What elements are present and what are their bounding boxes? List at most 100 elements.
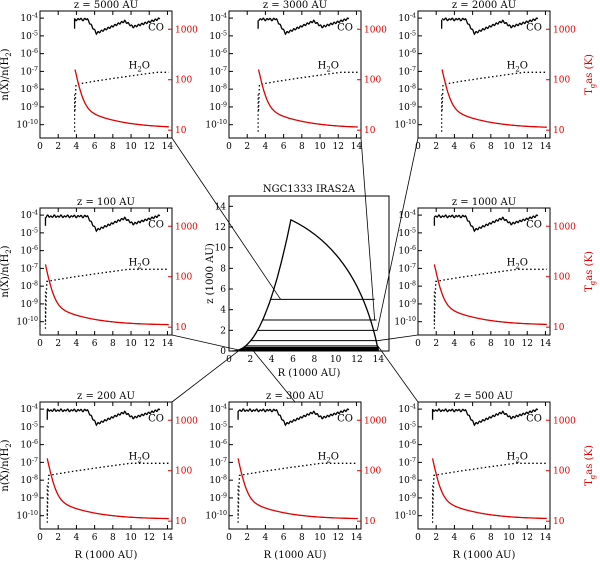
y-tick-label-z200: 10-8	[20, 475, 38, 487]
panel-z1000: z = 1000 AU 0 2 4 6 8 10 12 14 10-4 10-5 10-6 10-7 10…	[394, 197, 576, 349]
x-tick-label-z3000: 8	[299, 142, 305, 152]
x-tick-label-z1000: 4	[452, 339, 458, 349]
panel-z3000: z = 3000 AU 0 2 4 6 8 10 12 14 10-4 10-5 10-6 10-7 10…	[205, 0, 387, 152]
center-x-tick-label: 4	[269, 355, 275, 365]
temp-tick-label-z100: 100	[175, 273, 192, 283]
center-y-tick-label: 10	[215, 244, 227, 254]
x-tick-label-z300: 10	[314, 533, 326, 543]
y-tick-label-z500: 10-5	[398, 421, 416, 433]
x-axis-label: R (1000 AU)	[453, 550, 516, 561]
center-x-tick-label: 6	[290, 355, 296, 365]
h2o-line-z5000	[74, 71, 169, 111]
y-tick-label-z2000: 10-4	[398, 13, 416, 25]
x-tick-label-z200: 8	[110, 533, 116, 543]
y-tick-label-z100: 10-7	[20, 263, 38, 275]
y-tick-label-z2000: 10-8	[398, 84, 416, 96]
h2o-line-z100	[44, 268, 169, 322]
label-co-z300: CO	[337, 414, 353, 425]
temp-tick-label-z3000: 1000	[364, 25, 387, 35]
y-tick-label-z500: 10-8	[398, 475, 416, 487]
x-tick-label-z500: 8	[488, 533, 494, 543]
y-tick-label-z5000: 10-6	[20, 48, 38, 60]
leader-z5000	[171, 137, 281, 300]
h2o-line-z1000	[433, 268, 547, 322]
y-tick-label-z100: 10-4	[20, 210, 38, 222]
y-tick-label-z5000: 10-7	[20, 66, 38, 78]
x-tick-label-z500: 10	[503, 533, 515, 543]
x-tick-label-z5000: 8	[110, 142, 116, 152]
y-tick-label-z2000: 10-7	[398, 66, 416, 78]
x-tick-label-z200: 2	[55, 533, 61, 543]
x-tick-label-z300: 0	[226, 533, 232, 543]
center-y-label: z (1000 AU)	[205, 243, 216, 304]
label-h2o-z500: H2O	[507, 452, 528, 465]
x-tick-label-z5000: 14	[162, 142, 174, 152]
x-axis-label: R (1000 AU)	[264, 550, 327, 561]
y-tick-label-z5000: 10-5	[20, 30, 38, 42]
panel-frame-z300	[228, 401, 362, 530]
y-tick-label-z100: 10-8	[20, 281, 38, 293]
panel-frame-z1000	[417, 207, 551, 336]
x-tick-label-z3000: 12	[333, 142, 344, 152]
y-right-label: Tgas (K)	[584, 251, 597, 292]
x-tick-label-z1000: 14	[540, 339, 552, 349]
label-co-z500: CO	[526, 414, 542, 425]
x-tick-label-z300: 2	[244, 533, 250, 543]
co-line-z3000	[258, 17, 350, 36]
x-tick-label-z300: 14	[351, 533, 363, 543]
y-tick-label-z200: 10-5	[20, 421, 38, 433]
x-tick-label-z2000: 12	[522, 142, 533, 152]
x-tick-label-z200: 6	[92, 533, 98, 543]
y-tick-label-z100: 10-5	[20, 227, 38, 239]
x-tick-label-z500: 12	[522, 533, 533, 543]
temp-tick-label-z100: 10	[175, 323, 187, 333]
panel-frame-z500	[417, 401, 551, 530]
x-tick-label-z5000: 12	[144, 142, 155, 152]
temp-line-z500	[431, 458, 547, 520]
x-tick-label-z3000: 2	[244, 142, 250, 152]
panel-z100: z = 100 AU 0 2 4 6 8 10 12 14 10-4 10-5 10-6 10-7 10-…	[16, 197, 198, 349]
panel-z200: z = 200 AU 0 2 4 6 8 10 12 14 10-4 10-5 10-6 10-7 10-…	[16, 391, 198, 543]
y-tick-label-z1000: 10-9	[398, 298, 416, 310]
x-tick-label-z5000: 0	[37, 142, 43, 152]
leader-z3000	[360, 137, 376, 321]
x-tick-label-z2000: 14	[540, 142, 552, 152]
label-h2o-z200: H2O	[129, 452, 150, 465]
y-tick-label-z3000: 10-9	[209, 101, 227, 113]
center-y-tick-label: 14	[215, 202, 227, 212]
y-tick-label-z300: 10-10	[205, 510, 227, 522]
temp-tick-label-z300: 10	[364, 517, 376, 527]
temp-line-z1000	[433, 264, 547, 326]
center-x-tick-label: 12	[351, 355, 362, 365]
label-h2o-z2000: H2O	[507, 61, 528, 74]
panel-title-z300: z = 300 AU	[266, 391, 324, 402]
x-tick-label-z1000: 10	[503, 339, 515, 349]
label-co-z5000: CO	[148, 23, 164, 34]
y-tick-label-z200: 10-4	[20, 404, 38, 416]
y-tick-label-z200: 10-10	[16, 510, 38, 522]
x-tick-label-z1000: 2	[433, 339, 439, 349]
temp-tick-label-z5000: 10	[175, 126, 187, 136]
temp-tick-label-z300: 100	[364, 467, 381, 477]
y-tick-label-z3000: 10-8	[209, 84, 227, 96]
label-co-z3000: CO	[337, 23, 353, 34]
y-tick-label-z1000: 10-7	[398, 263, 416, 275]
temp-tick-label-z2000: 10	[553, 126, 565, 136]
x-tick-label-z500: 6	[470, 533, 476, 543]
y-tick-label-z500: 10-6	[398, 439, 416, 451]
y-tick-label-z5000: 10-10	[16, 119, 38, 131]
center-frame	[228, 195, 390, 352]
y-tick-label-z300: 10-7	[209, 457, 227, 469]
temp-tick-label-z500: 1000	[553, 416, 576, 426]
co-line-z300	[237, 408, 350, 427]
x-tick-label-z200: 10	[125, 533, 137, 543]
x-tick-label-z5000: 10	[125, 142, 137, 152]
label-co-z200: CO	[148, 414, 164, 425]
x-tick-label-z3000: 0	[226, 142, 232, 152]
panel-title-z5000: z = 5000 AU	[74, 0, 138, 11]
y-tick-label-z100: 10-10	[16, 316, 38, 328]
y-tick-label-z1000: 10-6	[398, 245, 416, 257]
label-h2o-z1000: H2O	[507, 258, 528, 271]
panel-title-z100: z = 100 AU	[77, 197, 135, 208]
temp-tick-label-z200: 100	[175, 467, 192, 477]
